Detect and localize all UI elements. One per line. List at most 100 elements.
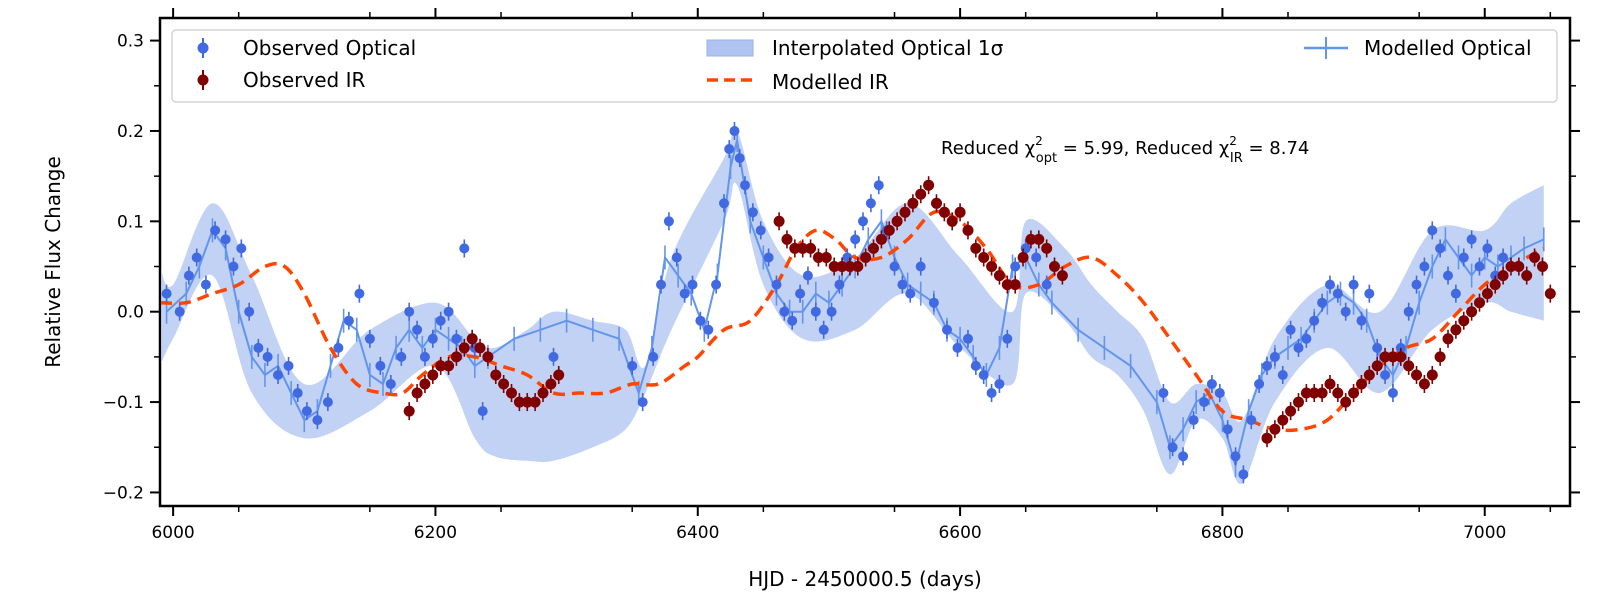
observed-ir-point <box>1481 288 1493 300</box>
observed-optical-point <box>1254 379 1265 389</box>
observed-ir-point <box>1513 261 1525 272</box>
observed-optical-point <box>1020 243 1031 254</box>
observed-optical-point <box>1167 442 1178 453</box>
observed-optical-point <box>1387 388 1398 398</box>
observed-optical-point <box>826 306 837 317</box>
observed-ir-layer <box>403 176 1556 448</box>
interpolated-band-area <box>161 127 1544 484</box>
observed-ir-point <box>993 270 1005 282</box>
legend-modelled-optical-label: Modelled Optical <box>1364 36 1532 60</box>
observed-ir-point <box>506 387 517 399</box>
observed-ir-point <box>1261 432 1273 444</box>
x-tick-label: 6000 <box>151 523 194 543</box>
observed-optical-point <box>1466 234 1477 245</box>
observed-ir-point <box>1001 279 1013 291</box>
observed-optical-point <box>1301 333 1312 344</box>
observed-optical-point <box>385 379 396 389</box>
observed-ir-point <box>1009 279 1021 291</box>
observed-optical-point <box>711 279 722 290</box>
legend-observed-optical-marker <box>197 42 209 54</box>
observed-optical-point <box>451 333 462 344</box>
observed-optical-point <box>1178 451 1189 462</box>
observed-optical-point <box>963 333 973 344</box>
observed-ir-point <box>1411 369 1422 381</box>
observed-optical-point <box>1419 261 1430 272</box>
observed-optical-point <box>771 279 782 290</box>
observed-optical-point <box>1214 388 1225 398</box>
modelled-ir-line <box>161 209 1545 433</box>
observed-ir-point <box>931 197 942 209</box>
observed-optical-point <box>1010 261 1021 272</box>
observed-ir-point <box>1371 360 1383 372</box>
y-tick-label: −0.2 <box>103 483 144 503</box>
observed-ir-point <box>773 215 785 227</box>
observed-ir-point <box>946 215 958 227</box>
observed-optical-point <box>443 306 454 317</box>
observed-optical-point <box>802 270 813 281</box>
legend-observed-ir-label: Observed IR <box>243 68 365 92</box>
observed-optical-point <box>459 243 470 254</box>
observed-optical-point <box>292 388 303 398</box>
observed-optical-point <box>986 388 997 398</box>
y-tick-label: 0.1 <box>117 212 144 232</box>
observed-ir-point <box>962 224 974 236</box>
observed-optical-point <box>1380 370 1391 380</box>
observed-optical-point <box>905 288 916 299</box>
observed-optical-point <box>627 360 638 371</box>
observed-optical-point <box>1411 279 1422 290</box>
observed-optical-point <box>1222 424 1233 435</box>
observed-optical-point <box>1002 333 1013 344</box>
observed-optical-point <box>928 297 939 308</box>
observed-optical-point <box>1031 252 1042 263</box>
observed-ir-point <box>474 342 486 354</box>
observed-optical-point <box>396 351 407 362</box>
observed-ir-point <box>482 351 494 363</box>
observed-optical-point <box>1317 297 1328 308</box>
observed-optical-point <box>283 360 294 371</box>
observed-ir-point <box>1403 360 1415 372</box>
observed-ir-point <box>781 233 793 245</box>
observed-optical-point <box>1364 288 1375 299</box>
observed-ir-point <box>1497 270 1509 282</box>
observed-optical-point <box>262 351 273 362</box>
legend-interpolated-band-label: Interpolated Optical 1σ <box>772 36 1004 60</box>
observed-ir-point <box>812 252 824 263</box>
observed-optical-point <box>1435 243 1446 254</box>
observed-ir-point <box>923 179 935 191</box>
observed-ir-point <box>860 252 872 263</box>
observed-optical-point <box>729 126 740 136</box>
observed-optical-point <box>834 279 845 290</box>
observed-optical-point <box>228 261 239 272</box>
observed-ir-point <box>986 261 998 272</box>
x-tick-label: 6400 <box>676 523 719 543</box>
observed-optical-point <box>695 315 706 326</box>
observed-optical-point <box>970 360 981 371</box>
observed-ir-point <box>1316 387 1328 399</box>
observed-optical-point <box>994 379 1005 389</box>
modelled-ir-layer <box>161 209 1545 433</box>
x-tick-label: 6800 <box>1201 523 1244 543</box>
observed-optical-point <box>312 415 323 426</box>
observed-ir-point <box>1426 369 1438 381</box>
observed-optical-point <box>734 153 745 164</box>
y-tick-label: −0.1 <box>103 393 144 413</box>
chi-squared-annotation: Reduced χ2 opt = 5.99, Reduced χ2 IR = 8.7… <box>941 134 1309 166</box>
observed-ir-point <box>419 378 431 390</box>
observed-optical-layer <box>161 121 1509 484</box>
observed-ir-point <box>836 261 848 272</box>
observed-ir-point <box>498 378 510 390</box>
observed-ir-point <box>844 261 856 272</box>
legend-observed-optical-label: Observed Optical <box>243 36 416 60</box>
observed-optical-point <box>404 306 415 317</box>
observed-optical-point <box>818 324 829 335</box>
observed-ir-point <box>450 351 462 363</box>
y-axis-label: Relative Flux Change <box>41 156 65 368</box>
observed-optical-point <box>873 180 884 191</box>
observed-ir-point <box>553 369 565 381</box>
observed-optical-point <box>858 216 868 227</box>
observed-optical-point <box>1238 469 1249 480</box>
legend-interpolated-band-swatch <box>706 39 754 57</box>
observed-ir-point <box>1450 324 1462 336</box>
observed-ir-point <box>1041 242 1053 254</box>
y-tick-label: 0.2 <box>117 122 144 142</box>
